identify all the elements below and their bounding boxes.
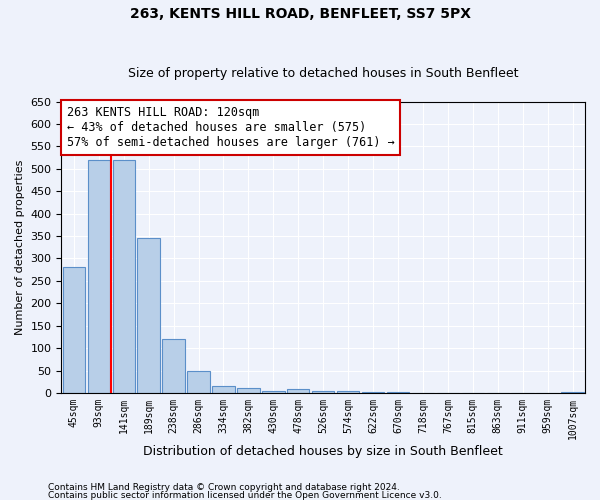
Bar (387, 392, 409, 393)
Bar (312, 390, 334, 393)
Bar (287, 390, 310, 393)
Bar (187, 372, 210, 393)
Bar (262, 390, 284, 393)
Bar (212, 386, 235, 393)
Y-axis label: Number of detached properties: Number of detached properties (15, 160, 25, 335)
Bar (88, 160, 110, 393)
Bar (237, 388, 260, 393)
Bar (362, 392, 384, 393)
Bar (62, 268, 85, 393)
Text: Contains HM Land Registry data © Crown copyright and database right 2024.: Contains HM Land Registry data © Crown c… (48, 484, 400, 492)
Text: Contains public sector information licensed under the Open Government Licence v3: Contains public sector information licen… (48, 491, 442, 500)
Bar (562, 392, 584, 393)
Bar (337, 390, 359, 393)
Text: 263 KENTS HILL ROAD: 120sqm
← 43% of detached houses are smaller (575)
57% of se: 263 KENTS HILL ROAD: 120sqm ← 43% of det… (67, 106, 394, 149)
Title: Size of property relative to detached houses in South Benfleet: Size of property relative to detached ho… (128, 66, 518, 80)
Bar (113, 160, 135, 393)
X-axis label: Distribution of detached houses by size in South Benfleet: Distribution of detached houses by size … (143, 444, 503, 458)
Bar (163, 339, 185, 393)
Text: 263, KENTS HILL ROAD, BENFLEET, SS7 5PX: 263, KENTS HILL ROAD, BENFLEET, SS7 5PX (130, 8, 470, 22)
Bar (137, 238, 160, 393)
